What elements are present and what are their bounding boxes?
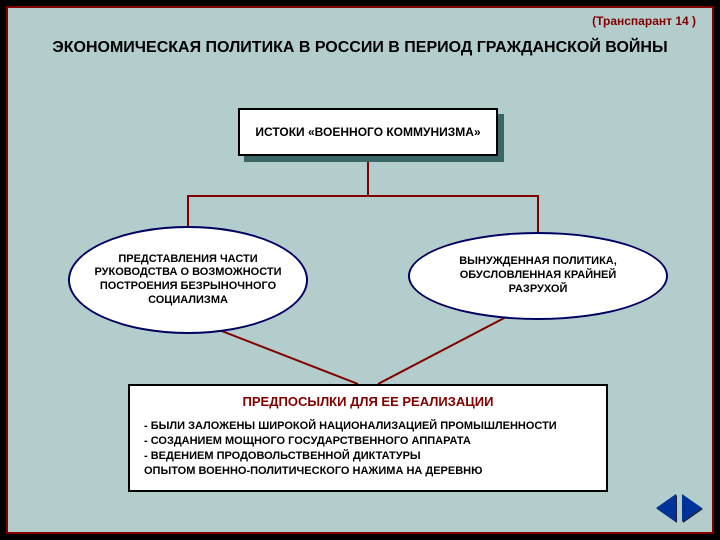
ellipse-ideology: ПРЕДСТАВЛЕНИЯ ЧАСТИ РУКОВОДСТВА О ВОЗМОЖ… [68,226,308,334]
prev-slide-button[interactable] [656,494,676,522]
triangle-right-icon [682,494,702,522]
triangle-left-icon [656,494,676,522]
ellipse-ideology-text: ПРЕДСТАВЛЕНИЯ ЧАСТИ РУКОВОДСТВА О ВОЗМОЖ… [94,253,282,308]
next-slide-button[interactable] [682,494,702,522]
ellipse-forced-policy-text: ВЫНУЖДЕННАЯ ПОЛИТИКА, ОБУСЛОВЛЕННАЯ КРАЙ… [434,255,642,296]
page-title: ЭКОНОМИЧЕСКАЯ ПОЛИТИКА В РОССИИ В ПЕРИОД… [48,38,672,59]
inner-frame: (Транспарант 14 ) ЭКОНОМИЧЕСКАЯ ПОЛИТИКА… [6,6,714,534]
origins-box-text: ИСТОКИ «ВОЕННОГО КОММУНИЗМА» [255,125,480,140]
prerequisites-body: - БЫЛИ ЗАЛОЖЕНЫ ШИРОКОЙ НАЦИОНАЛИЗАЦИЕЙ … [130,415,606,490]
diagram-canvas: (Транспарант 14 ) ЭКОНОМИЧЕСКАЯ ПОЛИТИКА… [8,8,712,532]
transparency-label: (Транспарант 14 ) [592,14,696,28]
ellipse-forced-policy: ВЫНУЖДЕННАЯ ПОЛИТИКА, ОБУСЛОВЛЕННАЯ КРАЙ… [408,232,668,320]
nav-controls [656,494,702,522]
origins-box: ИСТОКИ «ВОЕННОГО КОММУНИЗМА» [238,108,498,156]
outer-frame: (Транспарант 14 ) ЭКОНОМИЧЕСКАЯ ПОЛИТИКА… [0,0,720,540]
prerequisites-box: ПРЕДПОСЫЛКИ ДЛЯ ЕЕ РЕАЛИЗАЦИИ - БЫЛИ ЗАЛ… [128,384,608,492]
prerequisites-title: ПРЕДПОСЫЛКИ ДЛЯ ЕЕ РЕАЛИЗАЦИИ [130,386,606,415]
